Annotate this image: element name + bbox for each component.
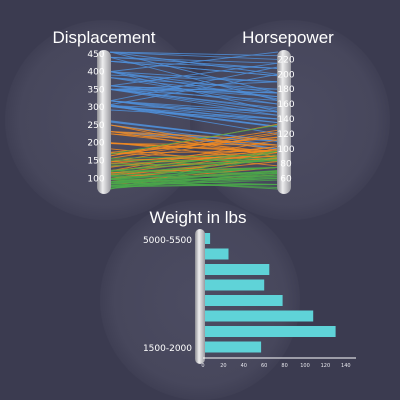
weight-bar-2000-2500 bbox=[203, 326, 336, 337]
weight-x-tick-label: 120 bbox=[321, 363, 331, 369]
displacement-tick-label: 150 bbox=[87, 157, 104, 167]
axis-title-displacement: Displacement bbox=[53, 28, 156, 47]
axis-title-horsepower: Horsepower bbox=[242, 28, 334, 47]
displacement-tick-label: 300 bbox=[87, 103, 104, 113]
displacement-tick-label: 200 bbox=[87, 139, 104, 149]
blue-series-line bbox=[109, 71, 279, 83]
horsepower-tick-label: 180 bbox=[277, 85, 294, 95]
category-label-top: 5000-5500 bbox=[143, 236, 192, 246]
horsepower-ticks: 60 80 100 120 140 160 180 200 220 bbox=[277, 55, 294, 184]
weight-bar-3500-4000 bbox=[203, 279, 265, 291]
green-series-line bbox=[109, 169, 279, 183]
weight-x-tick-label: 20 bbox=[220, 363, 226, 369]
displacement-tick-label: 450 bbox=[87, 50, 104, 60]
blue-series-line bbox=[109, 56, 279, 64]
weight-bar-2500-3000 bbox=[203, 310, 314, 322]
weight-x-ticks: 0 20 40 60 80 100 120 140 bbox=[201, 363, 350, 369]
weight-axis-bar bbox=[195, 229, 205, 364]
green-series-line bbox=[109, 172, 279, 187]
green-series-line bbox=[109, 158, 279, 171]
parallel-lines bbox=[109, 51, 279, 190]
green-series-line bbox=[109, 179, 279, 187]
blue-series-line bbox=[109, 56, 279, 101]
weight-bar-5000-5500 bbox=[203, 233, 211, 244]
orange-series-line bbox=[109, 130, 279, 141]
green-series-line bbox=[109, 154, 279, 159]
blue-series-line bbox=[109, 85, 279, 105]
blue-series-line bbox=[109, 124, 279, 146]
weight-x-tick-label: 140 bbox=[341, 363, 351, 369]
blue-series-line bbox=[109, 60, 279, 77]
blue-series-line bbox=[109, 100, 279, 116]
displacement-tick-label: 250 bbox=[87, 121, 104, 131]
weight-bars bbox=[203, 233, 336, 353]
displacement-tick-label: 100 bbox=[87, 174, 104, 184]
green-series-line bbox=[109, 166, 279, 176]
green-series-line bbox=[109, 166, 279, 180]
orange-series-line bbox=[109, 146, 279, 165]
blue-series-line bbox=[109, 105, 279, 124]
displacement-ticks: 100 150 200 250 300 350 400 450 bbox=[87, 50, 104, 185]
weight-x-tick-label: 100 bbox=[300, 363, 310, 369]
blue-series-line bbox=[109, 100, 279, 113]
orange-series-line bbox=[109, 131, 279, 146]
horsepower-tick-label: 140 bbox=[277, 115, 294, 125]
orange-series-line bbox=[109, 142, 279, 153]
green-series-line bbox=[109, 160, 279, 167]
blue-series-line bbox=[109, 51, 279, 73]
horsepower-tick-label: 200 bbox=[277, 70, 294, 80]
horsepower-tick-label: 60 bbox=[280, 175, 292, 185]
orange-series-line bbox=[109, 129, 279, 157]
displacement-tick-label: 350 bbox=[87, 85, 104, 95]
horsepower-tick-label: 120 bbox=[277, 130, 294, 140]
blue-series-line bbox=[109, 73, 279, 106]
orange-series-line bbox=[109, 124, 279, 151]
weight-bar-4000-4500 bbox=[203, 264, 270, 275]
weight-x-tick-label: 0 bbox=[201, 363, 204, 369]
green-series-line bbox=[109, 150, 279, 190]
blue-series-line bbox=[109, 71, 279, 100]
horsepower-axis-bar bbox=[277, 50, 291, 194]
weight-x-tick-label: 60 bbox=[261, 363, 267, 369]
weight-x-tick-label: 40 bbox=[241, 363, 247, 369]
blue-series-line bbox=[109, 105, 279, 128]
blue-series-line bbox=[109, 51, 279, 60]
horsepower-tick-label: 220 bbox=[277, 55, 294, 65]
blue-series-line bbox=[109, 51, 279, 94]
displacement-tick-label: 400 bbox=[87, 68, 104, 78]
category-label-bottom: 1500-2000 bbox=[143, 344, 192, 354]
weight-bar-1500-2000 bbox=[203, 341, 262, 353]
green-series-line bbox=[109, 174, 279, 190]
blue-series-line bbox=[109, 77, 279, 105]
blue-series-line bbox=[109, 88, 279, 113]
orange-series-line bbox=[109, 143, 279, 146]
green-series-line bbox=[109, 166, 279, 172]
weight-x-tick-label: 80 bbox=[281, 363, 287, 369]
green-series-line bbox=[109, 170, 279, 185]
orange-series-line bbox=[109, 150, 279, 154]
blue-series-line bbox=[109, 100, 279, 124]
weight-bar-4500-5000 bbox=[203, 248, 229, 260]
blue-series-line bbox=[109, 66, 279, 102]
green-series-line bbox=[109, 124, 279, 155]
green-series-line bbox=[109, 171, 279, 189]
horsepower-tick-label: 160 bbox=[277, 100, 294, 110]
displacement-axis-bar bbox=[97, 50, 111, 194]
blue-series-line bbox=[109, 100, 279, 120]
green-series-line bbox=[109, 159, 279, 162]
blue-series-line bbox=[109, 88, 279, 116]
weight-bar-3000-3500 bbox=[203, 295, 283, 306]
chart-title-weight: Weight in lbs bbox=[149, 208, 246, 227]
weight-bar-chart: Weight in lbs 0 20 40 60 80 100 120 140 5000-55… bbox=[143, 208, 356, 369]
orange-series-line bbox=[109, 155, 279, 161]
horsepower-tick-label: 80 bbox=[280, 160, 292, 170]
horsepower-tick-label: 100 bbox=[277, 145, 294, 155]
parallel-coordinates-chart: Displacement Horsepower 100 150 200 250 300 3… bbox=[53, 28, 334, 194]
